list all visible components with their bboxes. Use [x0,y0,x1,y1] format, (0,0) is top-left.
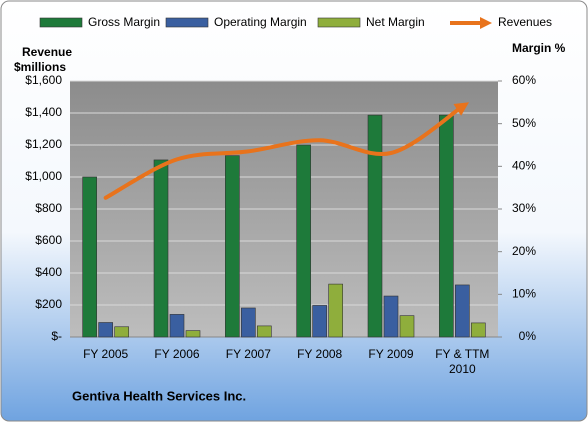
legend-swatch [39,17,83,28]
y-axis-label: $millions [14,60,66,74]
line-arrowhead [453,102,470,116]
bar [114,326,129,338]
bar [383,295,399,338]
y-tick-label: $1,000 [25,169,62,183]
y2-tick-label: 10% [512,287,536,301]
bar [241,307,256,338]
y-axis-label: Revenue [22,45,72,59]
bar [455,284,470,338]
bar [471,322,486,338]
y2-tick-label: 20% [512,244,536,258]
legend-swatch [165,17,209,28]
y-tick-label: $800 [35,201,62,215]
bar [296,144,311,338]
y2-tick-label: 30% [512,201,536,215]
y-tick-label: $600 [35,233,62,247]
y2-tick-label: 60% [512,73,536,87]
y-tick-label: $1,600 [25,73,62,87]
legend-arrowhead [480,17,492,29]
y-tick-label: $400 [35,265,62,279]
bar [328,283,343,338]
x-tick-label-line: 2010 [449,362,476,376]
footer: Gentiva Health Services Inc. [72,388,246,403]
bar [399,315,415,338]
x-tick-label: FY 2009 [368,347,413,361]
bar [185,330,201,338]
y2-tick-label: 0% [519,329,537,343]
x-tick-label: FY 2007 [226,347,271,361]
bar [82,176,97,338]
y-tick-label: $- [51,329,62,343]
x-tick-label: FY 2006 [154,347,199,361]
bar [312,305,327,338]
y2-tick-label: 50% [512,116,536,130]
legend-label: Revenues [498,15,552,29]
bar [153,159,169,338]
bar [367,114,383,338]
revenue-line [103,104,465,200]
bar [439,114,454,338]
legend-swatch [317,17,361,28]
y-tick-label: $1,400 [25,105,62,119]
x-tick-label: FY 2008 [297,347,342,361]
bar [257,325,272,338]
bar [98,322,113,338]
x-tick-label: FY & TTM 2010 [435,347,489,376]
bar [169,314,185,338]
legend-label: Gross Margin [88,15,160,29]
y2-axis-label: Margin % [512,41,566,55]
y-tick-label: $200 [35,297,62,311]
y-tick-label: $1,200 [25,137,62,151]
legend-label: Net Margin [366,15,425,29]
legend-label: Operating Margin [214,15,307,29]
bar [225,155,240,338]
x-tick-label: FY 2005 [83,347,128,361]
x-tick-label-line: FY & TTM [435,347,489,361]
y2-tick-label: 40% [512,159,536,173]
